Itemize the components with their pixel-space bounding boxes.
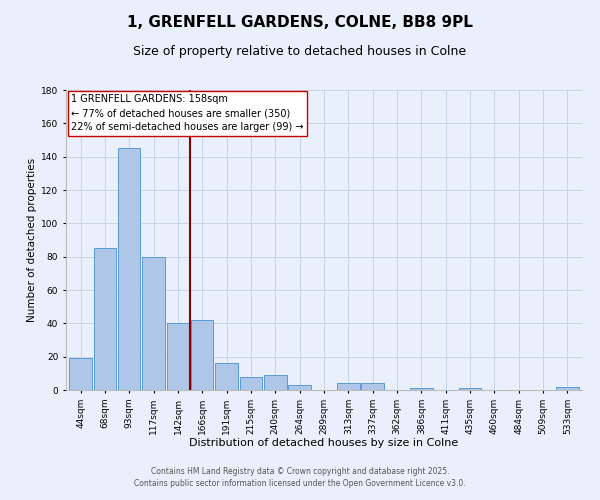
Bar [70, 358, 92, 390]
Text: Size of property relative to detached houses in Colne: Size of property relative to detached ho… [133, 45, 467, 58]
Y-axis label: Number of detached properties: Number of detached properties [27, 158, 37, 322]
Text: 1 GRENFELL GARDENS: 158sqm
← 77% of detached houses are smaller (350)
22% of sem: 1 GRENFELL GARDENS: 158sqm ← 77% of deta… [71, 94, 304, 132]
Bar [289, 385, 311, 390]
Bar [191, 320, 214, 390]
Bar [167, 324, 189, 390]
Bar [337, 384, 359, 390]
Text: 1, GRENFELL GARDENS, COLNE, BB8 9PL: 1, GRENFELL GARDENS, COLNE, BB8 9PL [127, 15, 473, 30]
Bar [142, 256, 165, 390]
Bar [264, 375, 287, 390]
Text: Contains HM Land Registry data © Crown copyright and database right 2025.
Contai: Contains HM Land Registry data © Crown c… [134, 466, 466, 487]
Bar [459, 388, 481, 390]
Bar [118, 148, 140, 390]
Bar [215, 364, 238, 390]
Bar [361, 384, 384, 390]
Bar [94, 248, 116, 390]
Bar [240, 376, 262, 390]
Bar [556, 386, 578, 390]
X-axis label: Distribution of detached houses by size in Colne: Distribution of detached houses by size … [190, 438, 458, 448]
Bar [410, 388, 433, 390]
